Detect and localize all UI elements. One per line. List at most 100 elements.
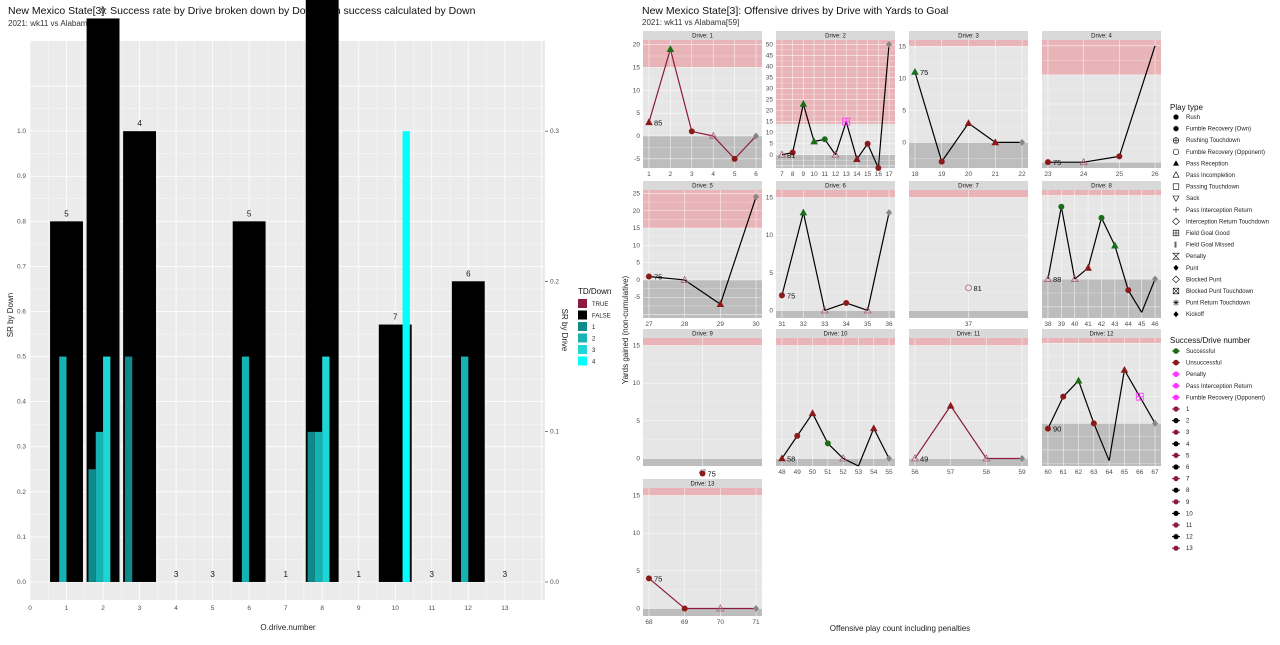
drive-panel: Drive: 7 37 81	[909, 181, 1028, 328]
drive-panel-strip-label: Drive: 4	[1091, 34, 1112, 40]
drive-line-segment	[1087, 217, 1103, 269]
drive-panel-x-tick: 61	[1060, 469, 1068, 476]
play-type-legend-label: Field Goal Missed	[1186, 243, 1234, 249]
red-zone-band	[776, 338, 895, 346]
play-point-pass-reception	[666, 45, 675, 52]
drive-panel-x-tick: 34	[843, 321, 851, 328]
drive-line-segment	[691, 130, 714, 137]
drive-panel-x-tick: 50	[809, 469, 817, 476]
drive-panel-x-tick: 10	[810, 171, 818, 178]
play-point-pass-reception	[1084, 263, 1092, 271]
drive-panel-strip	[776, 181, 895, 190]
drive-panel-x-tick: 12	[832, 171, 840, 178]
play-point-rush	[824, 440, 831, 447]
drive-panel-y-tick: 20	[766, 108, 774, 115]
left-down-bar	[95, 431, 104, 582]
left-bar-count-label: 4	[137, 119, 142, 128]
play-type-legend-label: Rush	[1186, 115, 1200, 121]
play-point-rush	[794, 432, 801, 439]
left-y-tick-label: 0.1	[17, 534, 26, 541]
drive-panel-strip-label: Drive: 3	[958, 34, 979, 40]
drive-panel-x-tick: 69	[681, 619, 689, 626]
right-legend: Play type Success/Drive number Rush Fumbl…	[1170, 103, 1269, 552]
drive-line-segment	[648, 48, 671, 123]
left-legend-swatch	[578, 322, 587, 331]
drive-panel: Drive: 11 56 57 58 59 49	[909, 329, 1028, 476]
success-legend-symbol	[1173, 394, 1179, 401]
drive-panel-x-tick: 14	[853, 171, 861, 178]
play-point-rush	[645, 575, 652, 582]
play-type-legend-label: Pass Incompletion	[1186, 173, 1235, 179]
play-type-legend-symbol	[1173, 299, 1179, 306]
drive-panel-strip	[643, 181, 762, 190]
success-legend-symbol	[1173, 371, 1179, 378]
left-legend-title: TD/Down	[578, 287, 611, 296]
drive-line-segment	[796, 412, 814, 437]
drive-panel-x-tick: 30	[752, 321, 760, 328]
play-point-rush	[1125, 287, 1132, 294]
play-type-legend-label: Sack	[1186, 196, 1200, 202]
drive-number-legend-label: 7	[1186, 477, 1190, 483]
drive-panel-strip	[643, 31, 762, 40]
drive-panel-y-tick: 5	[902, 107, 906, 114]
play-point-pass-incompletion	[982, 454, 991, 462]
left-chart-title: New Mexico State[3]: Success rate by Dri…	[8, 5, 476, 17]
left-legend-label: FALSE	[592, 314, 611, 320]
left-down-bar	[314, 431, 323, 582]
drive-panel-strip	[1042, 31, 1161, 40]
red-zone-band	[776, 190, 895, 198]
drive-panel-x-tick: 7	[780, 171, 784, 178]
left-bar-count-label: 9	[101, 6, 106, 15]
drive-number-legend-label: 1	[1186, 407, 1190, 413]
drive-line-segment	[1077, 380, 1095, 424]
drive-panel-strip	[909, 31, 1028, 40]
play-point-pass-incompletion	[839, 454, 848, 462]
left-down-bar	[59, 356, 67, 582]
drive-panel-x-tick: 4	[711, 171, 715, 178]
drive-panel-x-tick: 21	[992, 171, 1000, 178]
left-legend-swatch	[578, 333, 587, 343]
left-y-tick-label: 0.6	[17, 308, 26, 315]
left-y-tick-label: 0.4	[17, 399, 26, 406]
drive-panel-strip	[1042, 329, 1161, 338]
play-type-legend-symbol	[1172, 183, 1180, 190]
play-type-legend-symbol	[1172, 171, 1180, 178]
drive-start-yards-label: 58	[787, 454, 795, 463]
loss-zone-band	[776, 458, 895, 466]
loss-zone-band	[643, 279, 762, 318]
play-type-legend-symbol	[1173, 126, 1179, 132]
drive-panel-x-tick: 51	[824, 469, 832, 476]
drive-panel-strip	[909, 329, 1028, 338]
drive-panel-strip-label: Drive: 2	[825, 34, 846, 40]
drive-panel-y-tick: 20	[633, 42, 641, 49]
drive-panel-y-tick: 15	[766, 119, 774, 126]
play-point-pass-reception	[778, 454, 786, 462]
left-legend-label: 3	[592, 348, 596, 354]
drive-panel-strip-label: Drive: 7	[958, 184, 979, 190]
drive-panel-y-tick: 5	[636, 260, 640, 267]
play-type-legend-label: Interception Return Touchdown	[1186, 219, 1269, 225]
red-zone-band	[643, 190, 762, 229]
drive-line-segment	[856, 143, 869, 160]
left-x-tick-label: 0	[28, 605, 32, 612]
play-point-punt	[753, 193, 760, 201]
play-type-legend-label: Penalty	[1186, 254, 1206, 260]
play-point-pass-reception	[853, 155, 861, 162]
play-type-legend-label: Pass Reception	[1186, 161, 1228, 167]
drive-panel-y-tick: 10	[633, 87, 641, 94]
success-legend-label: Pass Interception Return	[1186, 384, 1252, 390]
drive-line-segment	[1093, 423, 1110, 461]
red-zone-band	[1042, 40, 1161, 75]
play-point-rush	[681, 605, 688, 612]
play-type-legend-symbol	[1172, 287, 1180, 295]
play-type-legend-symbol	[1173, 160, 1179, 166]
drive-panel-x-tick: 1	[647, 171, 651, 178]
drive-panel-x-tick: 31	[778, 321, 786, 328]
play-point-pass-reception	[810, 137, 818, 145]
drive-line-segment	[669, 48, 693, 132]
drive-line-segment	[1060, 206, 1076, 280]
drive-line-segment	[1100, 217, 1116, 246]
left-legend-swatch	[578, 345, 587, 354]
drive-panel-x-tick: 53	[855, 469, 863, 476]
left-x-tick-label: 7	[284, 605, 288, 612]
